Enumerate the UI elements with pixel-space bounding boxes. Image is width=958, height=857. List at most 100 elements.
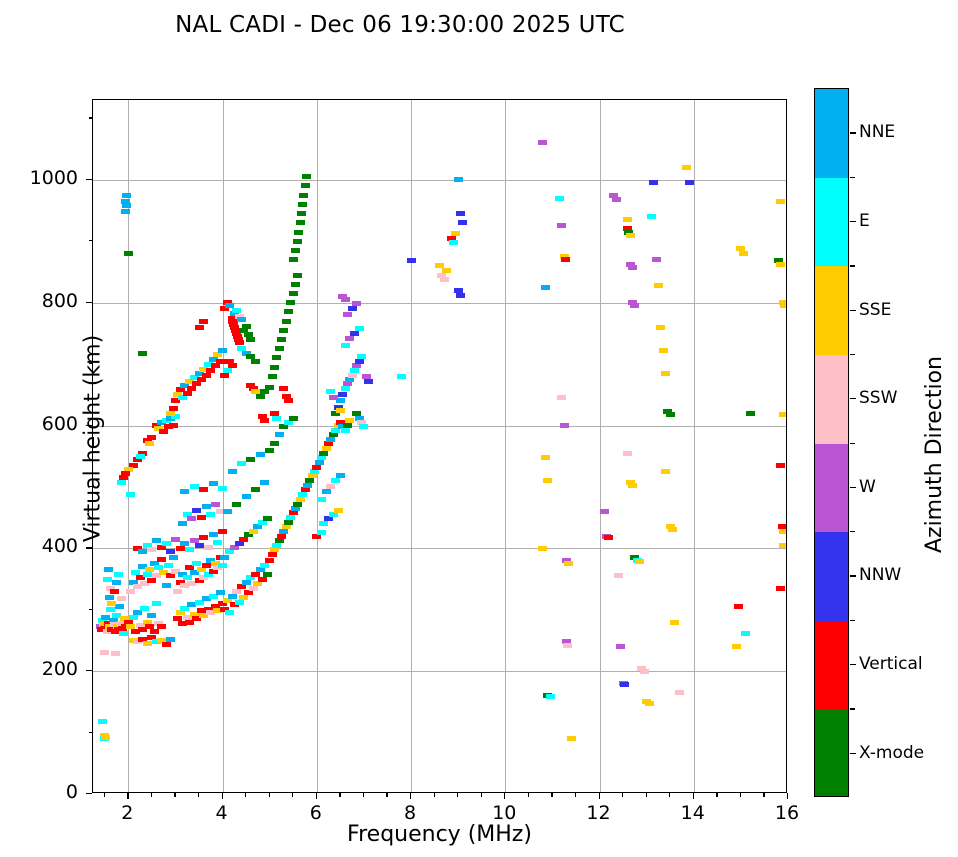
data-point <box>189 570 199 576</box>
y-tick-minor <box>88 608 92 610</box>
data-point <box>128 637 138 643</box>
data-point <box>201 504 211 510</box>
data-point <box>347 372 357 378</box>
data-point <box>154 426 164 432</box>
data-point <box>229 311 239 317</box>
data-point <box>562 558 572 564</box>
data-point <box>128 614 138 620</box>
colorbar-label-ssw: SSW <box>859 388 898 409</box>
colorbar-segment-w[interactable] <box>815 443 848 533</box>
x-tick-minor <box>551 793 553 797</box>
colorbar-segment-nne[interactable] <box>815 89 848 179</box>
data-point <box>227 362 237 368</box>
data-point <box>624 229 634 235</box>
data-point <box>239 327 249 333</box>
colorbar-label-w: W <box>859 476 876 497</box>
data-point <box>145 624 155 630</box>
data-point <box>357 419 367 425</box>
data-point <box>206 558 216 564</box>
data-point <box>215 358 225 364</box>
data-point <box>274 432 284 438</box>
data-point <box>779 303 786 309</box>
data-point <box>251 571 261 577</box>
data-point <box>566 736 576 742</box>
colorbar-tick <box>850 486 856 489</box>
data-point <box>180 540 190 546</box>
data-point <box>448 239 458 245</box>
data-point <box>675 690 685 696</box>
data-point <box>156 544 166 550</box>
x-tick-minor <box>669 793 671 797</box>
data-point <box>142 641 152 647</box>
data-point <box>182 575 192 581</box>
data-point <box>619 682 629 688</box>
data-point <box>260 563 270 569</box>
data-point <box>112 579 122 585</box>
colorbar[interactable] <box>814 88 849 797</box>
data-point <box>243 590 253 596</box>
data-point <box>142 542 152 548</box>
colorbar-segment-vertical[interactable] <box>815 620 848 710</box>
data-point <box>149 561 159 567</box>
data-point <box>234 599 244 605</box>
data-point <box>279 386 289 392</box>
data-point <box>281 393 291 399</box>
data-point <box>255 567 265 573</box>
data-point <box>241 493 251 499</box>
data-point <box>173 616 183 622</box>
data-point <box>335 407 345 413</box>
data-point <box>682 165 692 171</box>
colorbar-boundary-tick <box>850 708 855 710</box>
data-point <box>241 579 251 585</box>
data-point <box>562 642 572 648</box>
data-point <box>236 317 246 323</box>
data-point <box>208 593 218 599</box>
data-point <box>284 309 294 315</box>
data-point <box>288 257 298 263</box>
data-point <box>260 479 270 485</box>
data-point <box>121 198 131 204</box>
data-point <box>105 607 115 613</box>
data-point <box>324 516 334 522</box>
colorbar-segment-nnw[interactable] <box>815 532 848 622</box>
data-point <box>126 491 136 497</box>
data-point <box>778 300 786 306</box>
data-point <box>194 599 204 605</box>
colorbar-segment-sse[interactable] <box>815 266 848 356</box>
data-point <box>107 601 117 607</box>
colorbar-segment-e[interactable] <box>815 177 848 267</box>
data-point <box>625 232 635 238</box>
data-point <box>128 579 138 585</box>
data-point <box>326 436 336 442</box>
data-point <box>122 203 132 209</box>
colorbar-label-sse: SSE <box>859 299 892 320</box>
data-point <box>246 337 256 343</box>
data-point <box>255 452 265 458</box>
x-tick-minor <box>362 793 365 797</box>
data-point <box>178 620 188 626</box>
data-point <box>121 209 131 215</box>
colorbar-segment-ssw[interactable] <box>815 354 848 444</box>
data-point <box>456 292 466 298</box>
colorbar-segment-x-mode[interactable] <box>815 709 848 796</box>
data-point <box>279 528 289 534</box>
data-point <box>135 453 145 459</box>
data-point <box>246 456 256 462</box>
data-point <box>211 561 220 567</box>
y-tick-label: 600 <box>41 412 78 435</box>
data-point <box>170 413 180 419</box>
data-point <box>298 491 308 497</box>
data-point <box>604 534 614 540</box>
data-point <box>185 565 195 571</box>
data-point <box>776 462 786 468</box>
data-point <box>187 602 197 608</box>
data-point <box>609 192 619 198</box>
data-point <box>338 424 348 430</box>
data-point <box>269 364 279 370</box>
data-point <box>734 604 744 610</box>
data-point <box>192 561 202 567</box>
data-point <box>123 619 133 625</box>
data-point <box>658 348 668 354</box>
data-point <box>651 257 661 263</box>
